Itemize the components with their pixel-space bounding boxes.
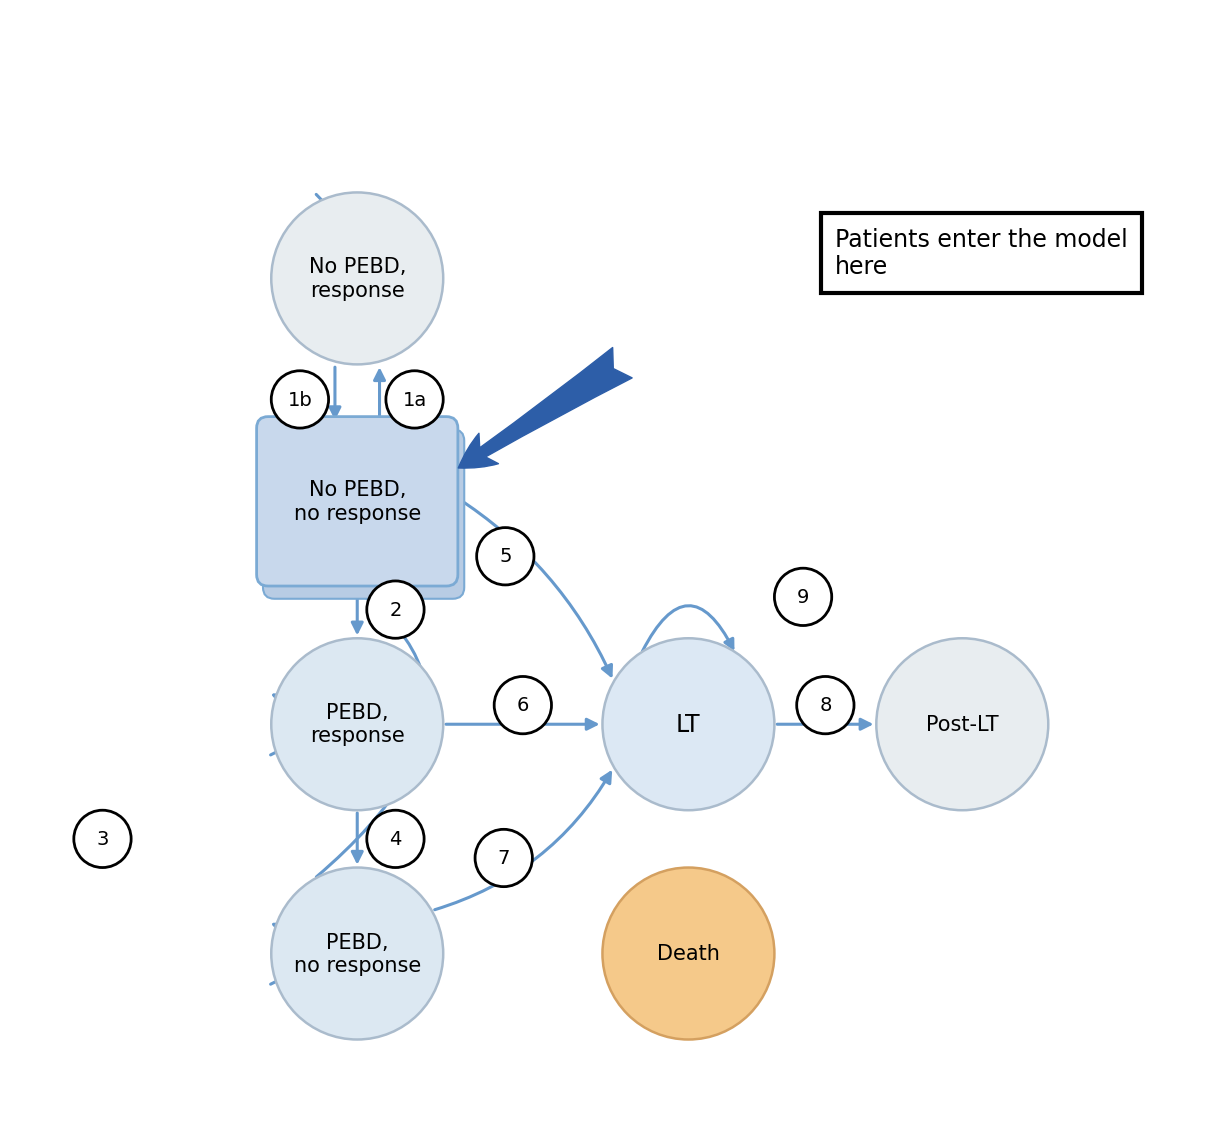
Text: 5: 5 (499, 547, 512, 566)
Text: PEBD,
no response: PEBD, no response (294, 932, 421, 976)
Text: 1b: 1b (288, 390, 312, 409)
Text: 6: 6 (517, 696, 529, 715)
Text: 2: 2 (389, 600, 401, 620)
Circle shape (602, 639, 775, 811)
Text: No PEBD,
response: No PEBD, response (308, 257, 406, 300)
Circle shape (386, 371, 443, 429)
Circle shape (272, 371, 328, 429)
Circle shape (73, 811, 131, 868)
FancyBboxPatch shape (257, 417, 458, 587)
Text: No PEBD,
no response: No PEBD, no response (294, 480, 421, 523)
Circle shape (602, 868, 775, 1039)
Circle shape (272, 868, 443, 1039)
Circle shape (797, 677, 854, 735)
Text: 9: 9 (797, 588, 809, 607)
Text: Death: Death (657, 944, 720, 964)
FancyBboxPatch shape (263, 430, 464, 599)
Circle shape (272, 639, 443, 811)
Circle shape (775, 568, 832, 625)
Text: Patients enter the model
here: Patients enter the model here (835, 227, 1127, 280)
Text: 3: 3 (97, 830, 109, 848)
Text: Post-LT: Post-LT (927, 714, 999, 735)
Circle shape (475, 830, 532, 887)
Text: 1a: 1a (403, 390, 427, 409)
Text: 8: 8 (819, 696, 831, 715)
Circle shape (367, 811, 424, 868)
Circle shape (272, 193, 443, 365)
Circle shape (494, 677, 552, 735)
Text: LT: LT (676, 713, 701, 737)
Circle shape (876, 639, 1048, 811)
Circle shape (476, 528, 534, 586)
Text: 4: 4 (389, 830, 401, 848)
Text: 7: 7 (497, 848, 510, 868)
Text: PEBD,
response: PEBD, response (310, 703, 405, 746)
Circle shape (367, 581, 424, 639)
